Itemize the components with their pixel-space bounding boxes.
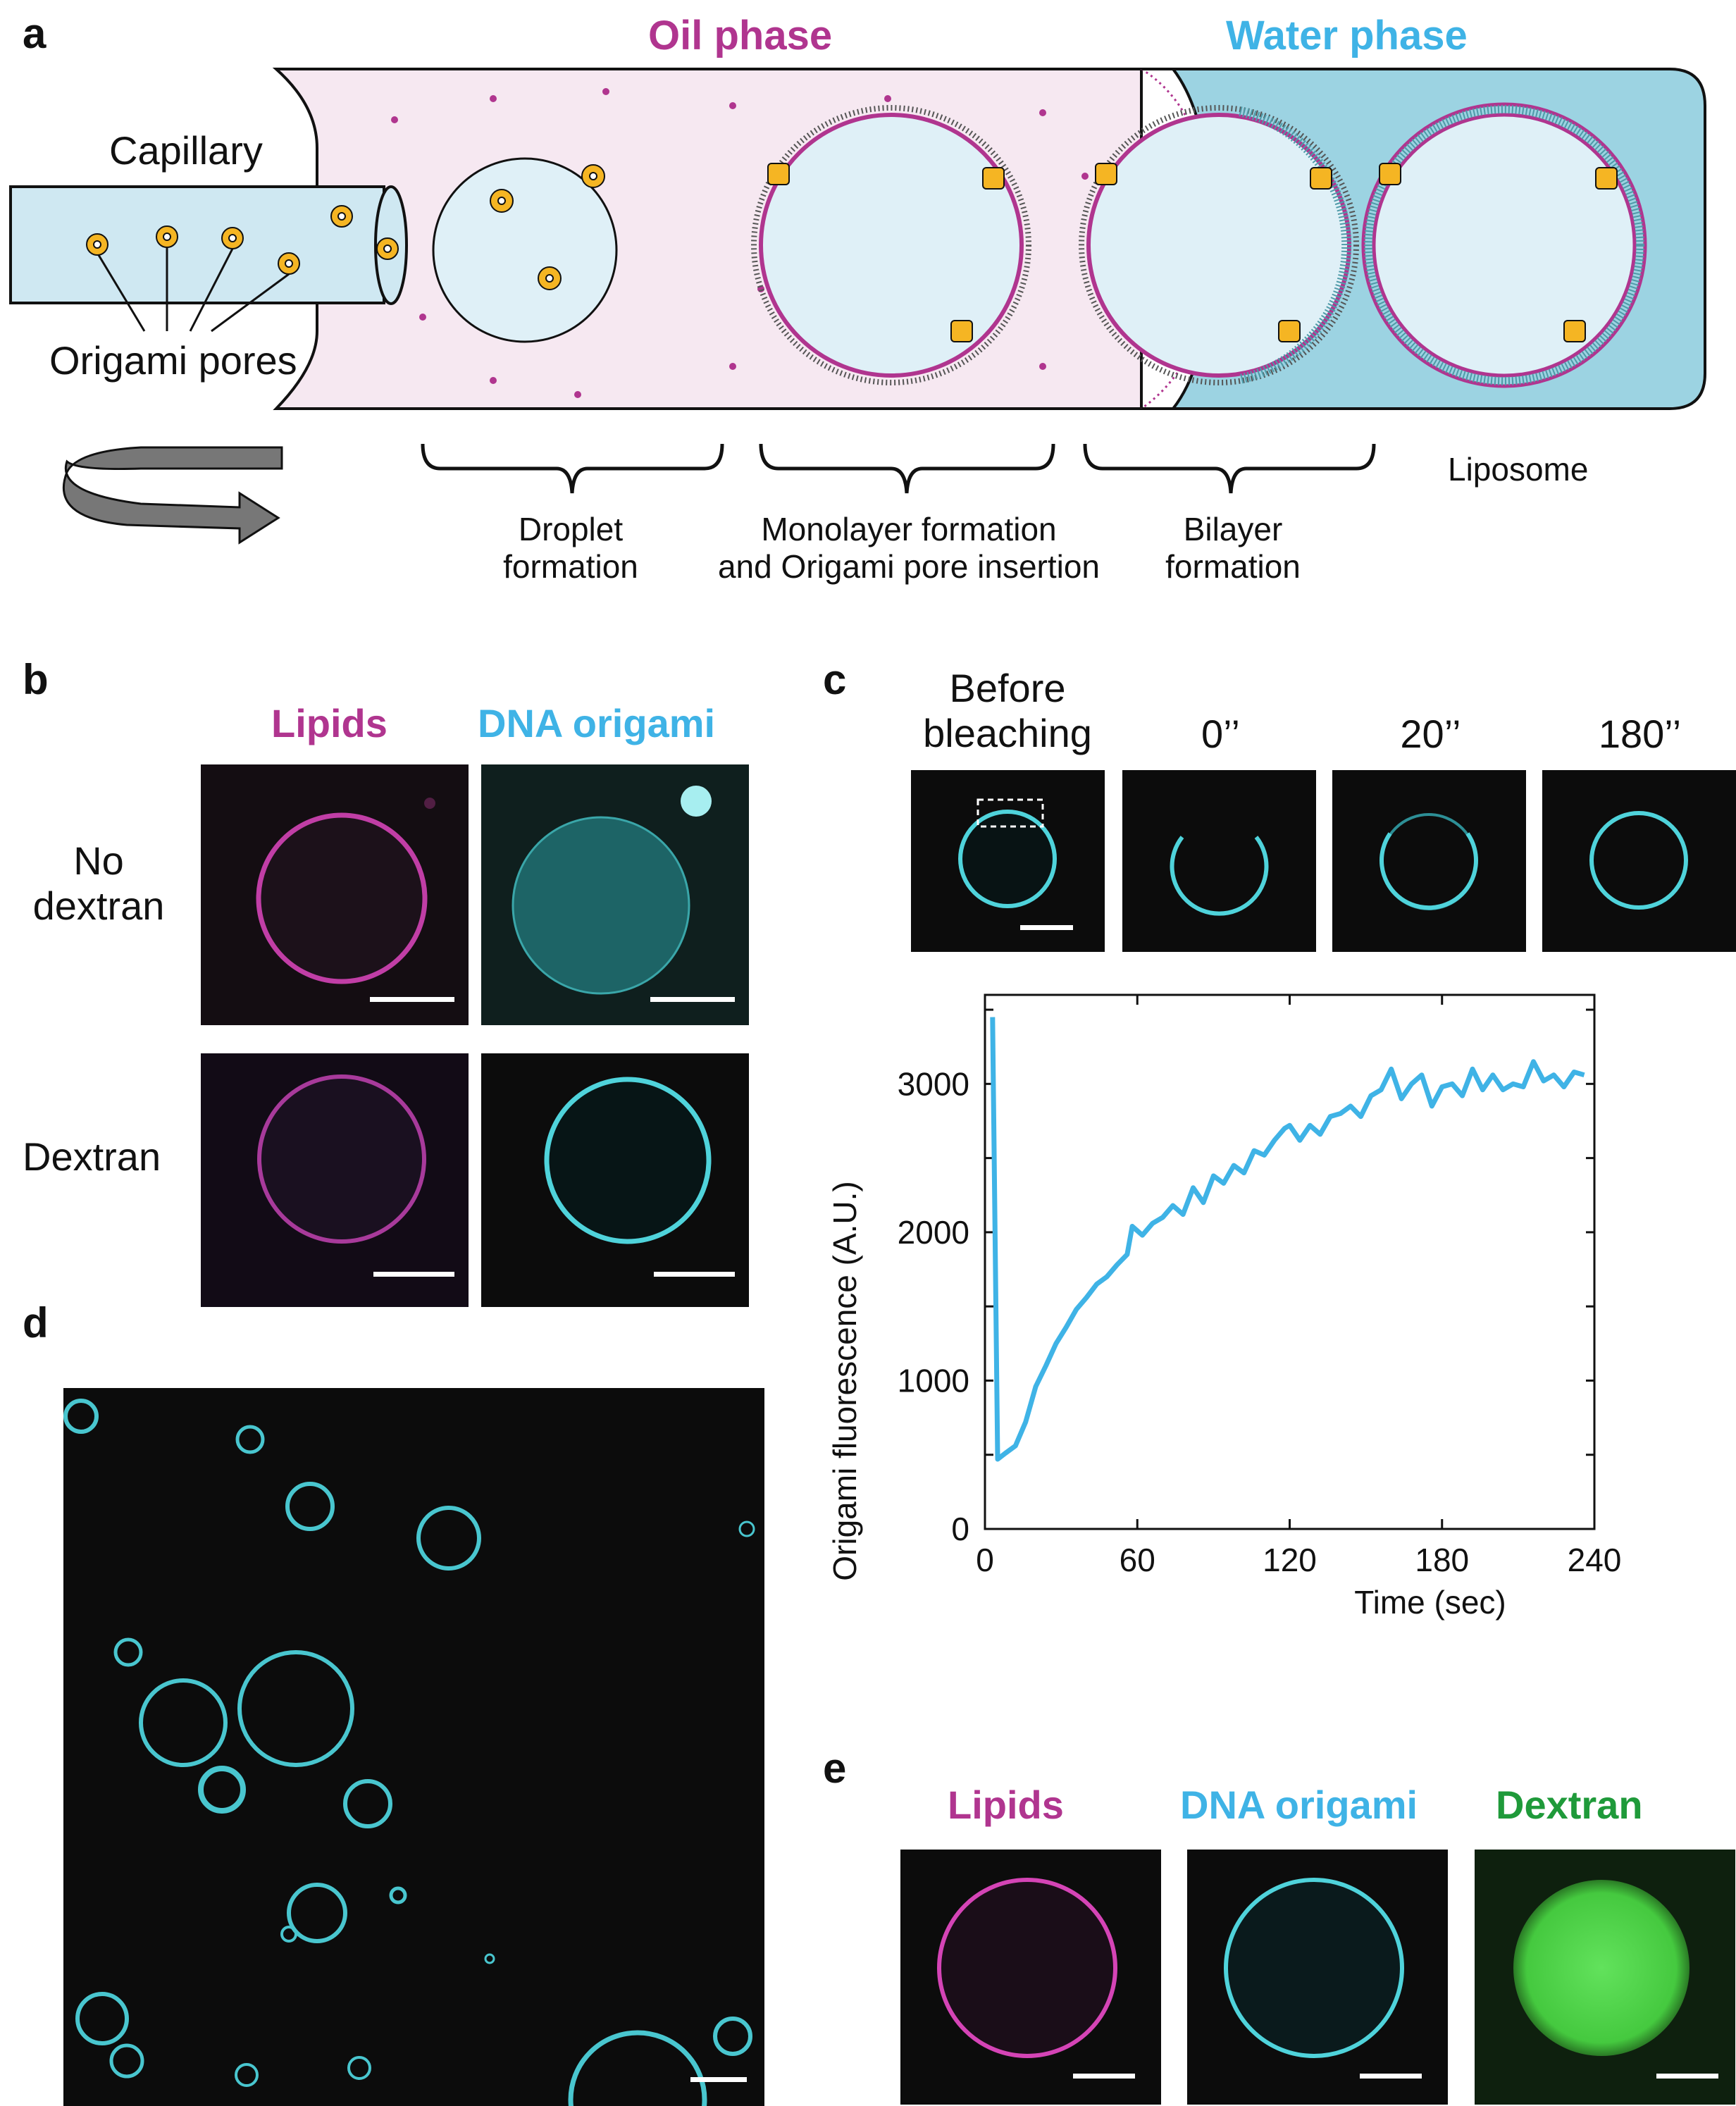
- scale-bar: [1360, 2074, 1422, 2079]
- x-tick-label: 180: [1415, 1542, 1469, 1578]
- panel-a-letter: a: [23, 10, 46, 57]
- image-b-lipids-no-dextran: [201, 764, 469, 1025]
- scale-bar: [690, 2077, 747, 2082]
- scale-bar: [650, 997, 735, 1002]
- scale-bar: [373, 1272, 454, 1277]
- scale-bar: [1073, 2074, 1135, 2079]
- image-e-dextran: [1475, 1850, 1735, 2105]
- x-tick-label: 120: [1263, 1542, 1317, 1578]
- panel-a-schematic: [9, 68, 1706, 545]
- water-phase-label: Water phase: [1226, 13, 1468, 58]
- scale-bar: [1020, 925, 1073, 930]
- chart-y-axis-label: Origami fluorescence (A.U.): [826, 1181, 863, 1581]
- image-d-liposome-field: [63, 1388, 764, 2106]
- x-tick-label: 60: [1120, 1542, 1155, 1578]
- image-c-0s: [1122, 770, 1316, 952]
- panel-b-letter: b: [23, 656, 49, 703]
- image-b-lipids-dextran: [201, 1053, 469, 1307]
- pore-pointer-lines: [97, 247, 290, 333]
- droplet: [432, 157, 618, 343]
- x-tick-label: 240: [1568, 1542, 1622, 1578]
- x-tick-label: 0: [976, 1542, 994, 1578]
- y-tick-label: 3000: [898, 1065, 969, 1102]
- inserted-origami-pores: [767, 163, 1005, 342]
- panel-e-letter: e: [823, 1745, 847, 1792]
- chart-x-axis-label: Time (sec): [1354, 1584, 1506, 1621]
- image-b-origami-dextran: [481, 1053, 749, 1307]
- time-0-label: 0’’: [1201, 712, 1240, 756]
- scale-bar: [370, 997, 454, 1002]
- before-bleaching-label: Before bleaching: [923, 666, 1092, 756]
- image-c-180s: [1542, 770, 1736, 952]
- chart-plot-frame: [984, 993, 1596, 1530]
- liposome-vesicle: [1372, 113, 1637, 378]
- image-c-before-bleaching: [911, 770, 1105, 952]
- image-e-origami: [1187, 1850, 1448, 2105]
- oil-phase-label: Oil phase: [648, 13, 833, 58]
- panel-d-letter: d: [23, 1299, 49, 1346]
- panel-e-lipids-header: Lipids: [948, 1783, 1064, 1827]
- image-c-20s: [1332, 770, 1526, 952]
- fluorescence-recovery-line: [990, 1017, 1585, 1462]
- monolayer-droplet: [759, 113, 1024, 378]
- no-dextran-label: No dextran: [32, 838, 165, 929]
- panel-b-origami-header: DNA origami: [478, 701, 716, 745]
- y-tick-label: 2000: [898, 1214, 969, 1251]
- rotation-arrow-icon: [63, 446, 283, 545]
- scale-bar: [1656, 2074, 1718, 2079]
- time-180-label: 180’’: [1598, 712, 1682, 756]
- dextran-row-label: Dextran: [23, 1134, 161, 1179]
- panel-b-lipids-header: Lipids: [271, 701, 388, 745]
- frap-chart: 0 60 120 180 240 0 1000 2000 3000 Time (sec) Ori…: [826, 993, 1622, 1621]
- origami-pores-label: Origami pores: [49, 338, 297, 383]
- panel-e-origami-header: DNA origami: [1180, 1783, 1418, 1827]
- step-braces: [421, 443, 1376, 494]
- scale-bar: [654, 1272, 735, 1277]
- image-e-lipids: [900, 1850, 1161, 2105]
- monolayer-formation-label: Monolayer formation and Origami pore ins…: [717, 511, 1100, 585]
- capillary-tube: [9, 185, 408, 305]
- droplet-formation-label: Droplet formation: [503, 511, 638, 585]
- liposome-label: Liposome: [1448, 451, 1589, 488]
- panel-e-dextran-header: Dextran: [1496, 1783, 1643, 1827]
- image-b-origami-no-dextran: [481, 764, 749, 1025]
- bilayer-formation-label: Bilayer formation: [1165, 511, 1301, 585]
- panel-c-letter: c: [823, 656, 847, 703]
- time-20-label: 20’’: [1400, 712, 1461, 756]
- y-tick-label: 1000: [898, 1362, 969, 1399]
- y-tick-label: 0: [951, 1511, 969, 1547]
- capillary-label: Capillary: [109, 128, 263, 173]
